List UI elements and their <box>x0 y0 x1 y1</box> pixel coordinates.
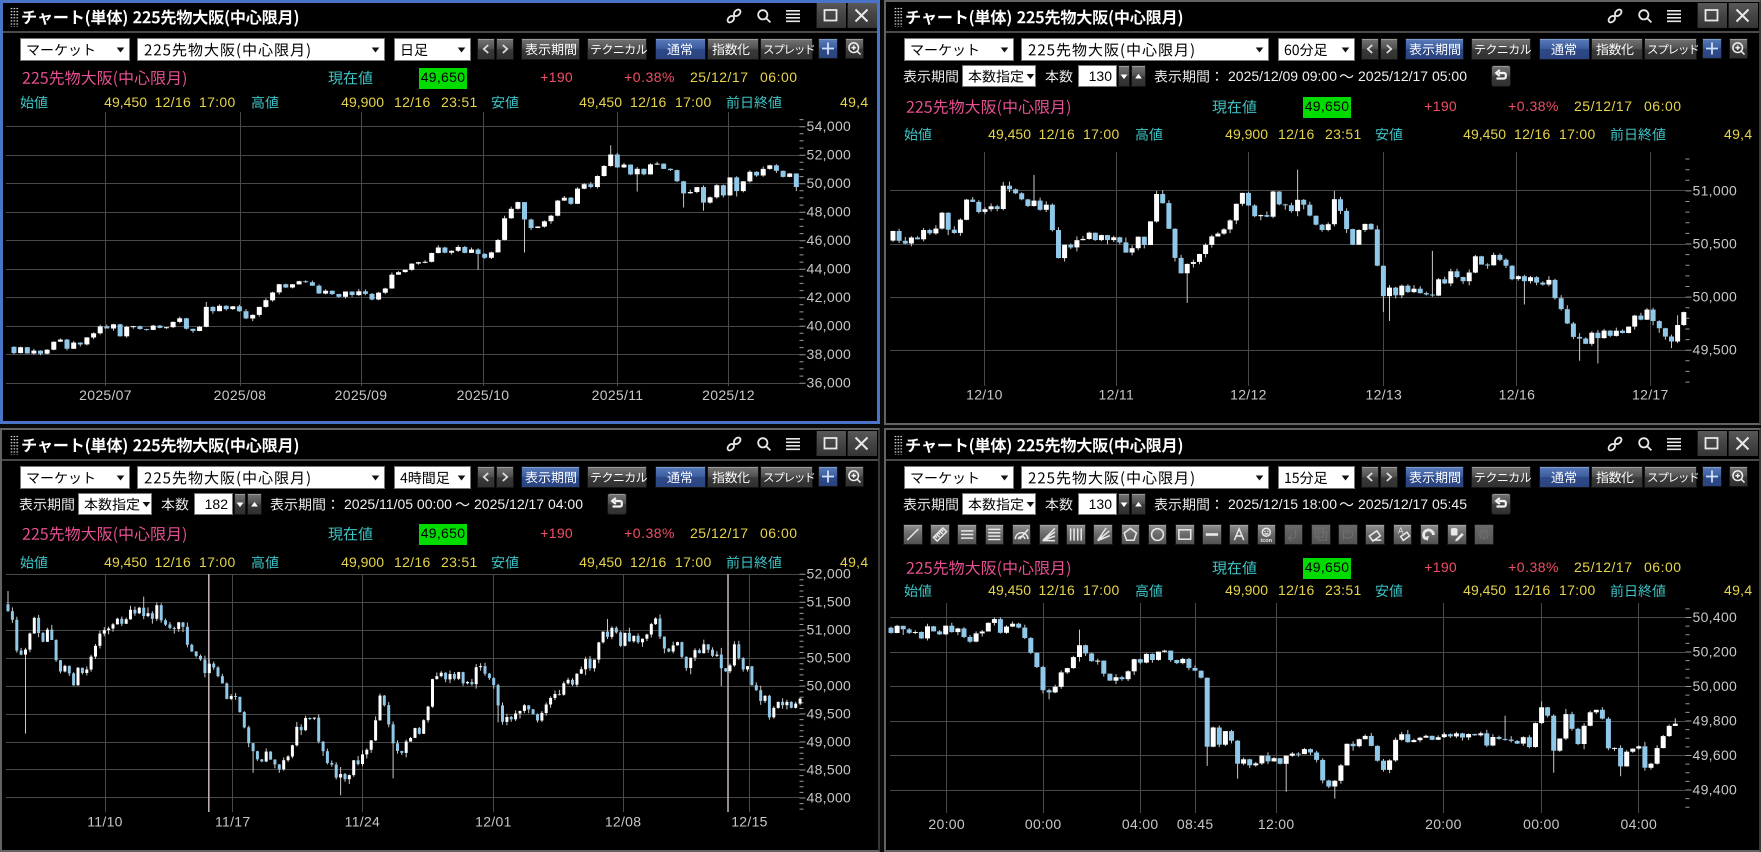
svg-text:49,500: 49,500 <box>1693 342 1738 358</box>
svg-text:08:45: 08:45 <box>1177 816 1214 832</box>
svg-text:12/15: 12/15 <box>731 814 768 830</box>
svg-text:50,400: 50,400 <box>1693 609 1738 625</box>
svg-text:50,500: 50,500 <box>1693 236 1738 252</box>
svg-text:2025/12: 2025/12 <box>702 387 755 403</box>
svg-text:2025/07: 2025/07 <box>79 387 132 403</box>
svg-text:12/11: 12/11 <box>1099 387 1135 403</box>
svg-text:49,400: 49,400 <box>1693 782 1738 798</box>
svg-text:51,000: 51,000 <box>1693 182 1738 198</box>
svg-text:49,600: 49,600 <box>1693 747 1738 763</box>
svg-text:50,000: 50,000 <box>807 175 852 191</box>
svg-text:52,000: 52,000 <box>807 566 852 582</box>
svg-text:11/17: 11/17 <box>215 814 251 830</box>
svg-text:44,000: 44,000 <box>807 261 852 277</box>
svg-text:12/10: 12/10 <box>966 387 1003 403</box>
svg-text:50,000: 50,000 <box>1693 289 1738 305</box>
svg-text:2025/11: 2025/11 <box>592 387 644 403</box>
svg-text:48,500: 48,500 <box>807 762 852 778</box>
svg-text:2025/09: 2025/09 <box>335 387 388 403</box>
svg-text:42,000: 42,000 <box>807 289 852 305</box>
svg-text:51,000: 51,000 <box>807 622 852 638</box>
svg-text:11/10: 11/10 <box>87 814 123 830</box>
svg-text:00:00: 00:00 <box>1523 816 1560 832</box>
svg-text:36,000: 36,000 <box>807 375 852 391</box>
svg-text:12/01: 12/01 <box>475 814 512 830</box>
svg-text:04:00: 04:00 <box>1621 816 1658 832</box>
svg-text:50,500: 50,500 <box>807 650 852 666</box>
svg-text:11/24: 11/24 <box>345 814 381 830</box>
svg-text:40,000: 40,000 <box>807 318 852 334</box>
svg-text:12/13: 12/13 <box>1366 387 1403 403</box>
svg-text:12:00: 12:00 <box>1258 816 1295 832</box>
svg-text:2025/10: 2025/10 <box>457 387 510 403</box>
svg-text:12/08: 12/08 <box>605 814 642 830</box>
svg-text:50,000: 50,000 <box>807 678 852 694</box>
svg-text:12/17: 12/17 <box>1632 387 1669 403</box>
svg-text:46,000: 46,000 <box>807 232 852 248</box>
svg-text:00:00: 00:00 <box>1025 816 1062 832</box>
svg-text:49,800: 49,800 <box>1693 713 1738 729</box>
svg-text:54,000: 54,000 <box>807 118 852 134</box>
svg-text:20:00: 20:00 <box>1425 816 1462 832</box>
svg-text:48,000: 48,000 <box>807 790 852 806</box>
svg-text:04:00: 04:00 <box>1122 816 1159 832</box>
svg-text:20:00: 20:00 <box>928 816 965 832</box>
svg-text:50,200: 50,200 <box>1693 644 1738 660</box>
svg-text:12/16: 12/16 <box>1499 387 1536 403</box>
svg-text:12/12: 12/12 <box>1230 387 1267 403</box>
svg-text:50,000: 50,000 <box>1693 678 1738 694</box>
svg-text:48,000: 48,000 <box>807 204 852 220</box>
svg-text:49,500: 49,500 <box>807 706 852 722</box>
svg-text:49,000: 49,000 <box>807 734 852 750</box>
svg-text:52,000: 52,000 <box>807 147 852 163</box>
svg-text:2025/08: 2025/08 <box>214 387 267 403</box>
svg-text:51,500: 51,500 <box>807 594 852 610</box>
svg-text:38,000: 38,000 <box>807 346 852 362</box>
